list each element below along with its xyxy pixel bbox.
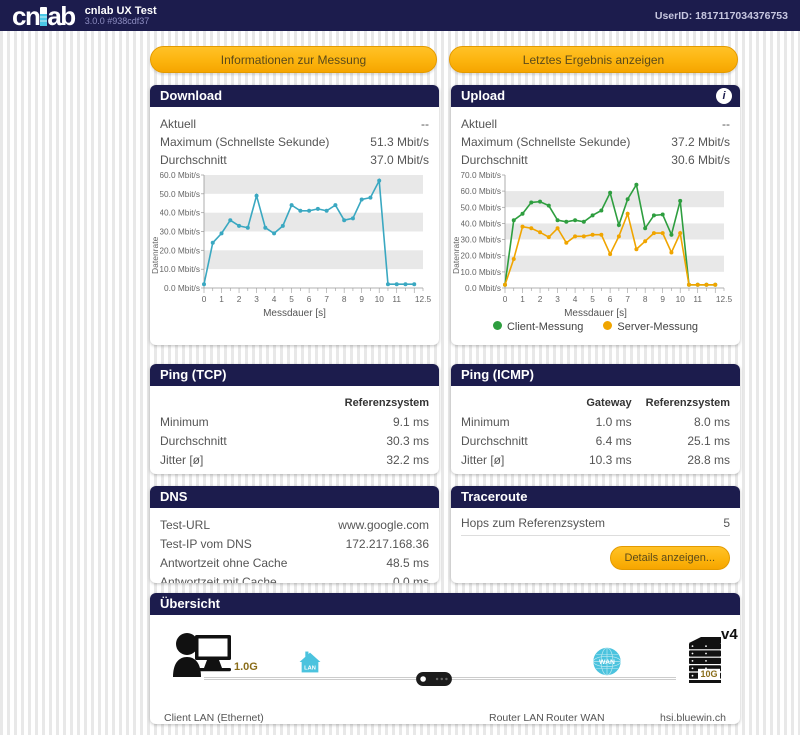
svg-text:60.0 Mbit/s: 60.0 Mbit/s — [461, 186, 501, 196]
svg-text:10.0 Mbit/s: 10.0 Mbit/s — [461, 267, 501, 277]
svg-text:50.0 Mbit/s: 50.0 Mbit/s — [160, 189, 200, 199]
svg-text:10: 10 — [676, 294, 686, 304]
svg-text:0.0 Mbit/s: 0.0 Mbit/s — [465, 283, 501, 293]
svg-text:12.5: 12.5 — [716, 294, 732, 304]
svg-text:6: 6 — [307, 294, 312, 304]
svg-text:2: 2 — [237, 294, 242, 304]
svg-text:11: 11 — [392, 294, 401, 304]
svg-text:1: 1 — [219, 294, 224, 304]
svg-text:40.0 Mbit/s: 40.0 Mbit/s — [461, 218, 501, 228]
svg-text:2: 2 — [538, 294, 543, 304]
svg-text:7: 7 — [625, 294, 630, 304]
svg-text:60.0 Mbit/s: 60.0 Mbit/s — [160, 171, 200, 180]
svg-text:20.0 Mbit/s: 20.0 Mbit/s — [160, 245, 200, 255]
svg-text:40.0 Mbit/s: 40.0 Mbit/s — [160, 208, 200, 218]
svg-text:0: 0 — [202, 294, 207, 304]
svg-text:0: 0 — [503, 294, 508, 304]
svg-text:10: 10 — [375, 294, 385, 304]
svg-text:10G: 10G — [700, 669, 717, 679]
svg-text:10.0 Mbit/s: 10.0 Mbit/s — [160, 264, 200, 274]
svg-text:70.0 Mbit/s: 70.0 Mbit/s — [461, 171, 501, 180]
svg-text:12.5: 12.5 — [415, 294, 431, 304]
svg-text:4: 4 — [272, 294, 277, 304]
svg-text:9: 9 — [359, 294, 364, 304]
svg-text:9: 9 — [660, 294, 665, 304]
svg-text:6: 6 — [608, 294, 613, 304]
svg-text:v4: v4 — [721, 627, 738, 643]
svg-text:5: 5 — [289, 294, 294, 304]
svg-text:8: 8 — [643, 294, 648, 304]
svg-text:8: 8 — [342, 294, 347, 304]
svg-text:3: 3 — [555, 294, 560, 304]
svg-text:11: 11 — [693, 294, 702, 304]
svg-text:20.0 Mbit/s: 20.0 Mbit/s — [461, 251, 501, 261]
svg-text:4: 4 — [573, 294, 578, 304]
svg-text:WAN: WAN — [599, 659, 615, 666]
svg-text:1: 1 — [520, 294, 525, 304]
svg-text:30.0 Mbit/s: 30.0 Mbit/s — [461, 235, 501, 245]
svg-text:3: 3 — [254, 294, 259, 304]
svg-text:30.0 Mbit/s: 30.0 Mbit/s — [160, 227, 200, 237]
svg-text:0.0 Mbit/s: 0.0 Mbit/s — [164, 283, 200, 293]
svg-text:50.0 Mbit/s: 50.0 Mbit/s — [461, 202, 501, 212]
svg-text:5: 5 — [590, 294, 595, 304]
svg-text:7: 7 — [324, 294, 329, 304]
svg-text:LAN: LAN — [304, 665, 316, 671]
